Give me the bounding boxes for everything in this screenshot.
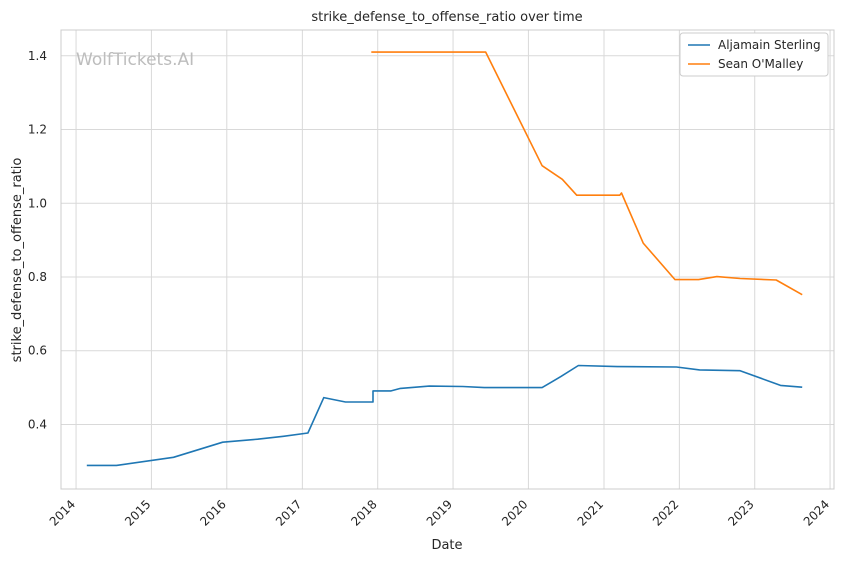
- series-lines: [86, 51, 803, 467]
- chart-title: strike_defense_to_offense_ratio over tim…: [311, 10, 582, 25]
- plot-frame: [60, 29, 835, 490]
- y-axis-ticks: 0.4 0.6 0.8 1.0 1.2 1.4: [28, 49, 47, 432]
- y-tick-label: 0.4: [28, 417, 47, 431]
- y-tick-label: 1.4: [28, 49, 47, 63]
- legend-box: [679, 32, 829, 77]
- legend-label-sean-omalley: Sean O'Malley: [718, 57, 803, 71]
- y-tick-label: 0.6: [28, 344, 47, 358]
- watermark: WolfTickets.AI: [76, 50, 194, 70]
- legend-label-aljamain-sterling: Aljamain Sterling: [718, 38, 821, 52]
- series-line-aljamain-sterling: [86, 364, 803, 467]
- y-tick-label: 1.0: [28, 196, 47, 210]
- y-tick-label: 1.2: [28, 123, 47, 137]
- series-line-sean-o-malley: [371, 51, 803, 296]
- legend: Aljamain Sterling Sean O'Malley: [679, 32, 829, 77]
- y-axis-label: strike_defense_to_offense_ratio: [10, 158, 25, 363]
- grid-lines: [61, 30, 834, 489]
- x-axis-label: Date: [431, 538, 462, 553]
- y-tick-label: 0.8: [28, 270, 47, 284]
